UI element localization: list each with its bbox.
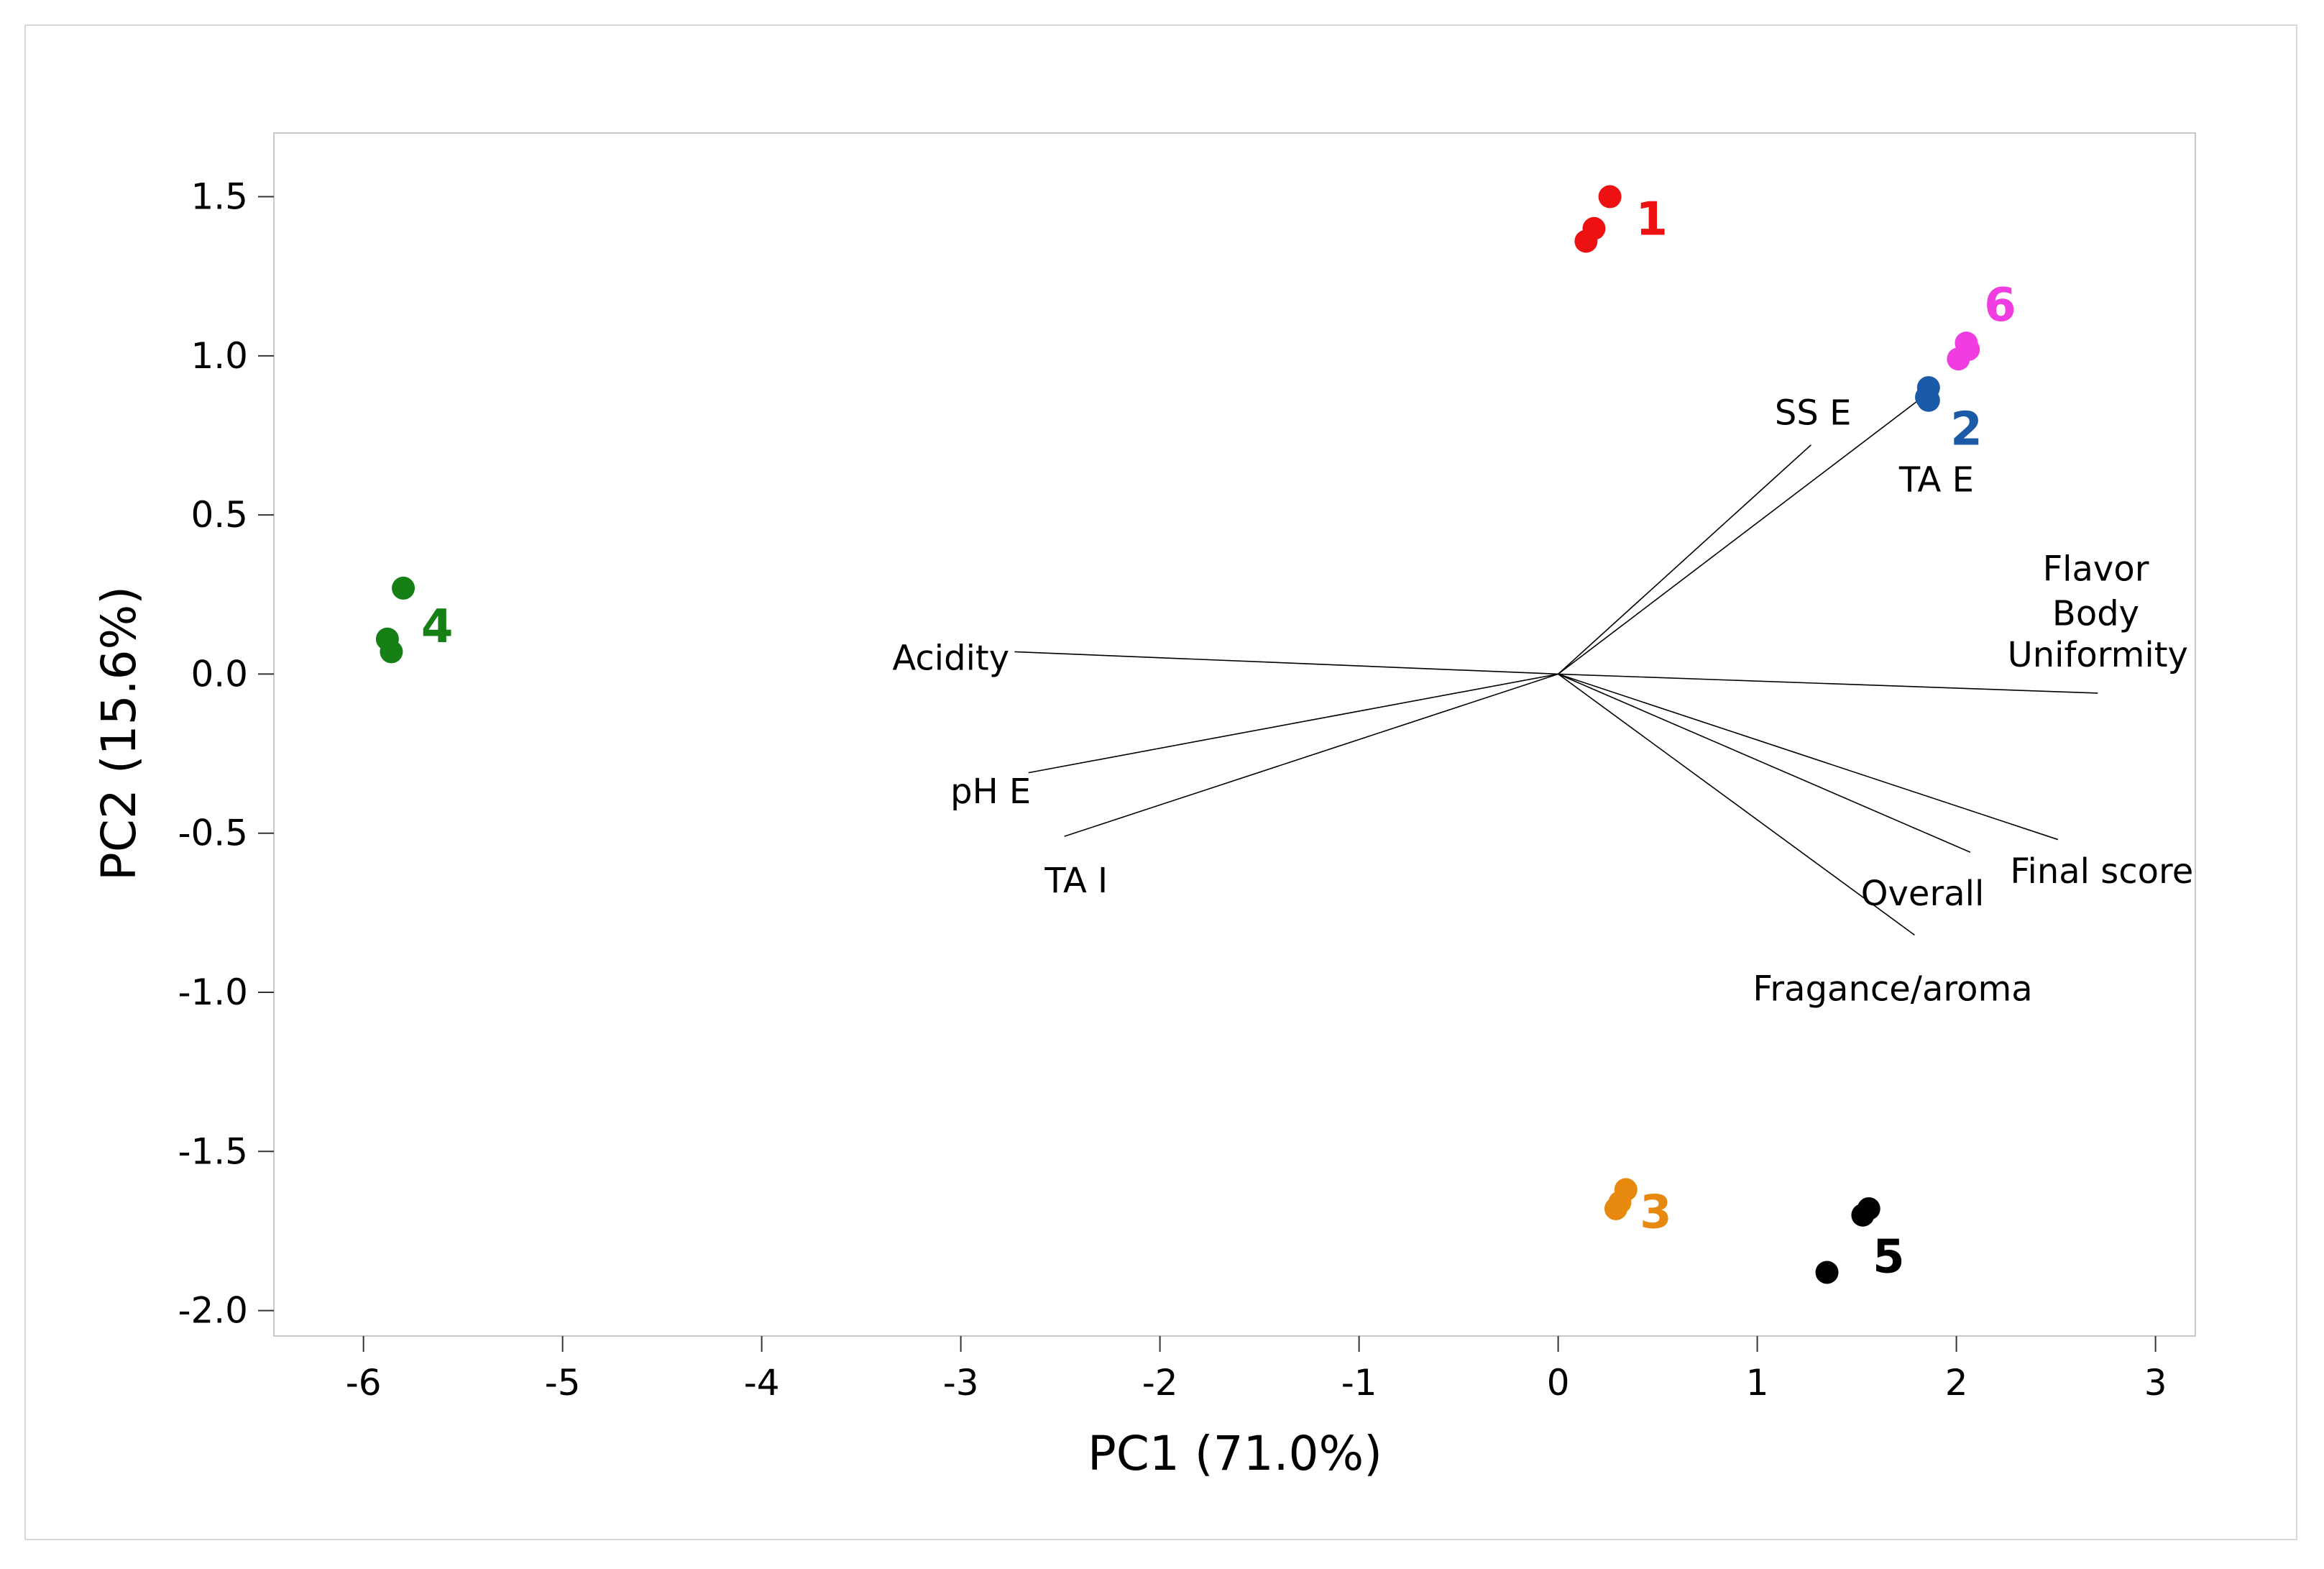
point-group-1	[1574, 229, 1598, 253]
vector-acidity	[1014, 651, 1558, 675]
vector-ss-e	[1558, 444, 1811, 675]
figure-frame	[24, 24, 2297, 1540]
point-group-4	[380, 640, 403, 664]
point-group-4	[392, 576, 415, 600]
x-tick-label: -5	[545, 1362, 581, 1404]
group-label-6: 6	[1984, 279, 2016, 332]
vector-label-ph-e: pH E	[950, 772, 1031, 812]
x-tick-label: -4	[744, 1362, 780, 1404]
y-axis-title: PC2 (15.6%)	[91, 586, 147, 881]
vector-label-body: Body	[2052, 593, 2139, 633]
group-label-2: 2	[1950, 403, 1983, 457]
group-label-3: 3	[1640, 1186, 1672, 1239]
x-tick-label: -3	[943, 1362, 979, 1404]
vector-label-ta-e: TA E	[1898, 459, 1974, 500]
y-tick-label: 1.0	[190, 335, 248, 377]
x-tick-label: 1	[1746, 1362, 1769, 1404]
x-tick-label: -6	[346, 1362, 382, 1404]
x-axis-title: PC1 (71.0%)	[1088, 1426, 1382, 1481]
x-tick-label: 0	[1547, 1362, 1570, 1404]
y-tick-label: 1.5	[190, 176, 248, 218]
y-tick-label: -2.0	[178, 1290, 248, 1332]
vector-label-ta-i: TA I	[1044, 861, 1108, 901]
score-points	[375, 185, 1980, 1284]
vector-label-acidity: Acidity	[892, 638, 1009, 678]
group-labels: 1 2 3 4 5 6	[421, 193, 2016, 1284]
vector-fragance-aroma	[1558, 673, 1915, 936]
vector-label-fragance-aroma: Fragance/aroma	[1753, 969, 2032, 1010]
vector-label-overall: Overall	[1861, 874, 1985, 914]
y-tick-label: -1.5	[178, 1130, 248, 1172]
x-tick-label: -1	[1341, 1362, 1377, 1404]
vector-ta-i	[1064, 673, 1558, 837]
x-axis: -6 -5 -4 -3 -2 -1 0 1 2 3	[346, 1336, 2167, 1404]
vector-final-score	[1558, 673, 2059, 841]
y-tick-label: 0.5	[190, 494, 248, 536]
vector-label-uniformity: Uniformity	[2008, 635, 2188, 675]
y-tick-label: -0.5	[178, 813, 248, 854]
point-group-1	[1598, 185, 1622, 209]
loading-vectors	[1014, 396, 2098, 936]
vector-ta-e	[1558, 396, 1924, 675]
group-label-5: 5	[1873, 1230, 1905, 1284]
y-tick-label: 0.0	[190, 653, 248, 695]
point-group-2	[1916, 388, 1940, 412]
vector-label-ss-e: SS E	[1775, 393, 1852, 433]
vector-label-final-score: Final score	[2010, 851, 2193, 892]
y-axis: -2.0 -1.5 -1.0 -0.5 0.0 0.5 1.0 1.5	[178, 176, 274, 1332]
x-tick-label: 3	[2144, 1362, 2167, 1404]
y-tick-label: -1.0	[178, 971, 248, 1013]
vector-overall	[1558, 673, 1971, 853]
vector-ph-e	[1028, 673, 1558, 774]
vector-uniformity	[1558, 673, 2098, 694]
point-group-5	[1851, 1203, 1875, 1227]
x-tick-label: -2	[1142, 1362, 1178, 1404]
x-tick-label: 2	[1945, 1362, 1968, 1404]
point-group-3	[1604, 1197, 1627, 1220]
loading-vector-labels: SS E TA E Uniformity Final score Overall Frag…	[892, 393, 2193, 1009]
point-group-5	[1815, 1261, 1839, 1284]
group-label-4: 4	[421, 600, 454, 654]
group-label-1: 1	[1636, 193, 1668, 247]
vector-label-flavor: Flavor	[2043, 549, 2149, 589]
point-group-6	[1947, 347, 1970, 371]
